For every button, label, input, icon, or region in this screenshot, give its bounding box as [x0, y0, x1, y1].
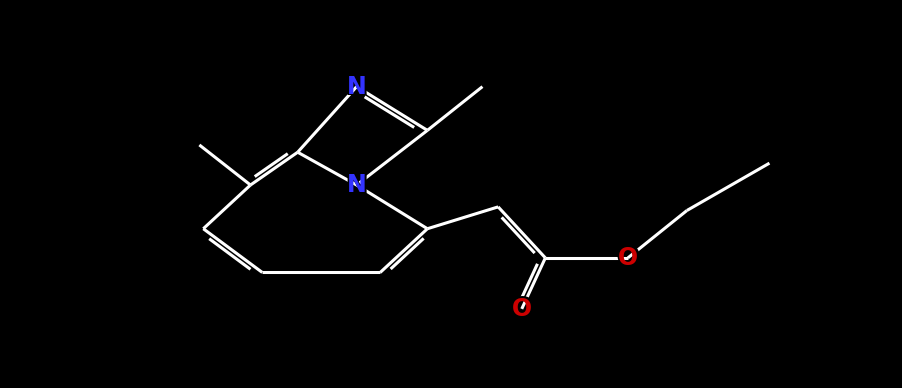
Text: N: N: [345, 73, 368, 100]
Text: N: N: [345, 171, 368, 199]
Text: N: N: [346, 74, 366, 99]
Text: O: O: [509, 295, 534, 323]
Text: O: O: [511, 297, 531, 321]
Text: O: O: [615, 244, 640, 272]
Text: N: N: [346, 173, 366, 197]
Text: O: O: [617, 246, 638, 270]
